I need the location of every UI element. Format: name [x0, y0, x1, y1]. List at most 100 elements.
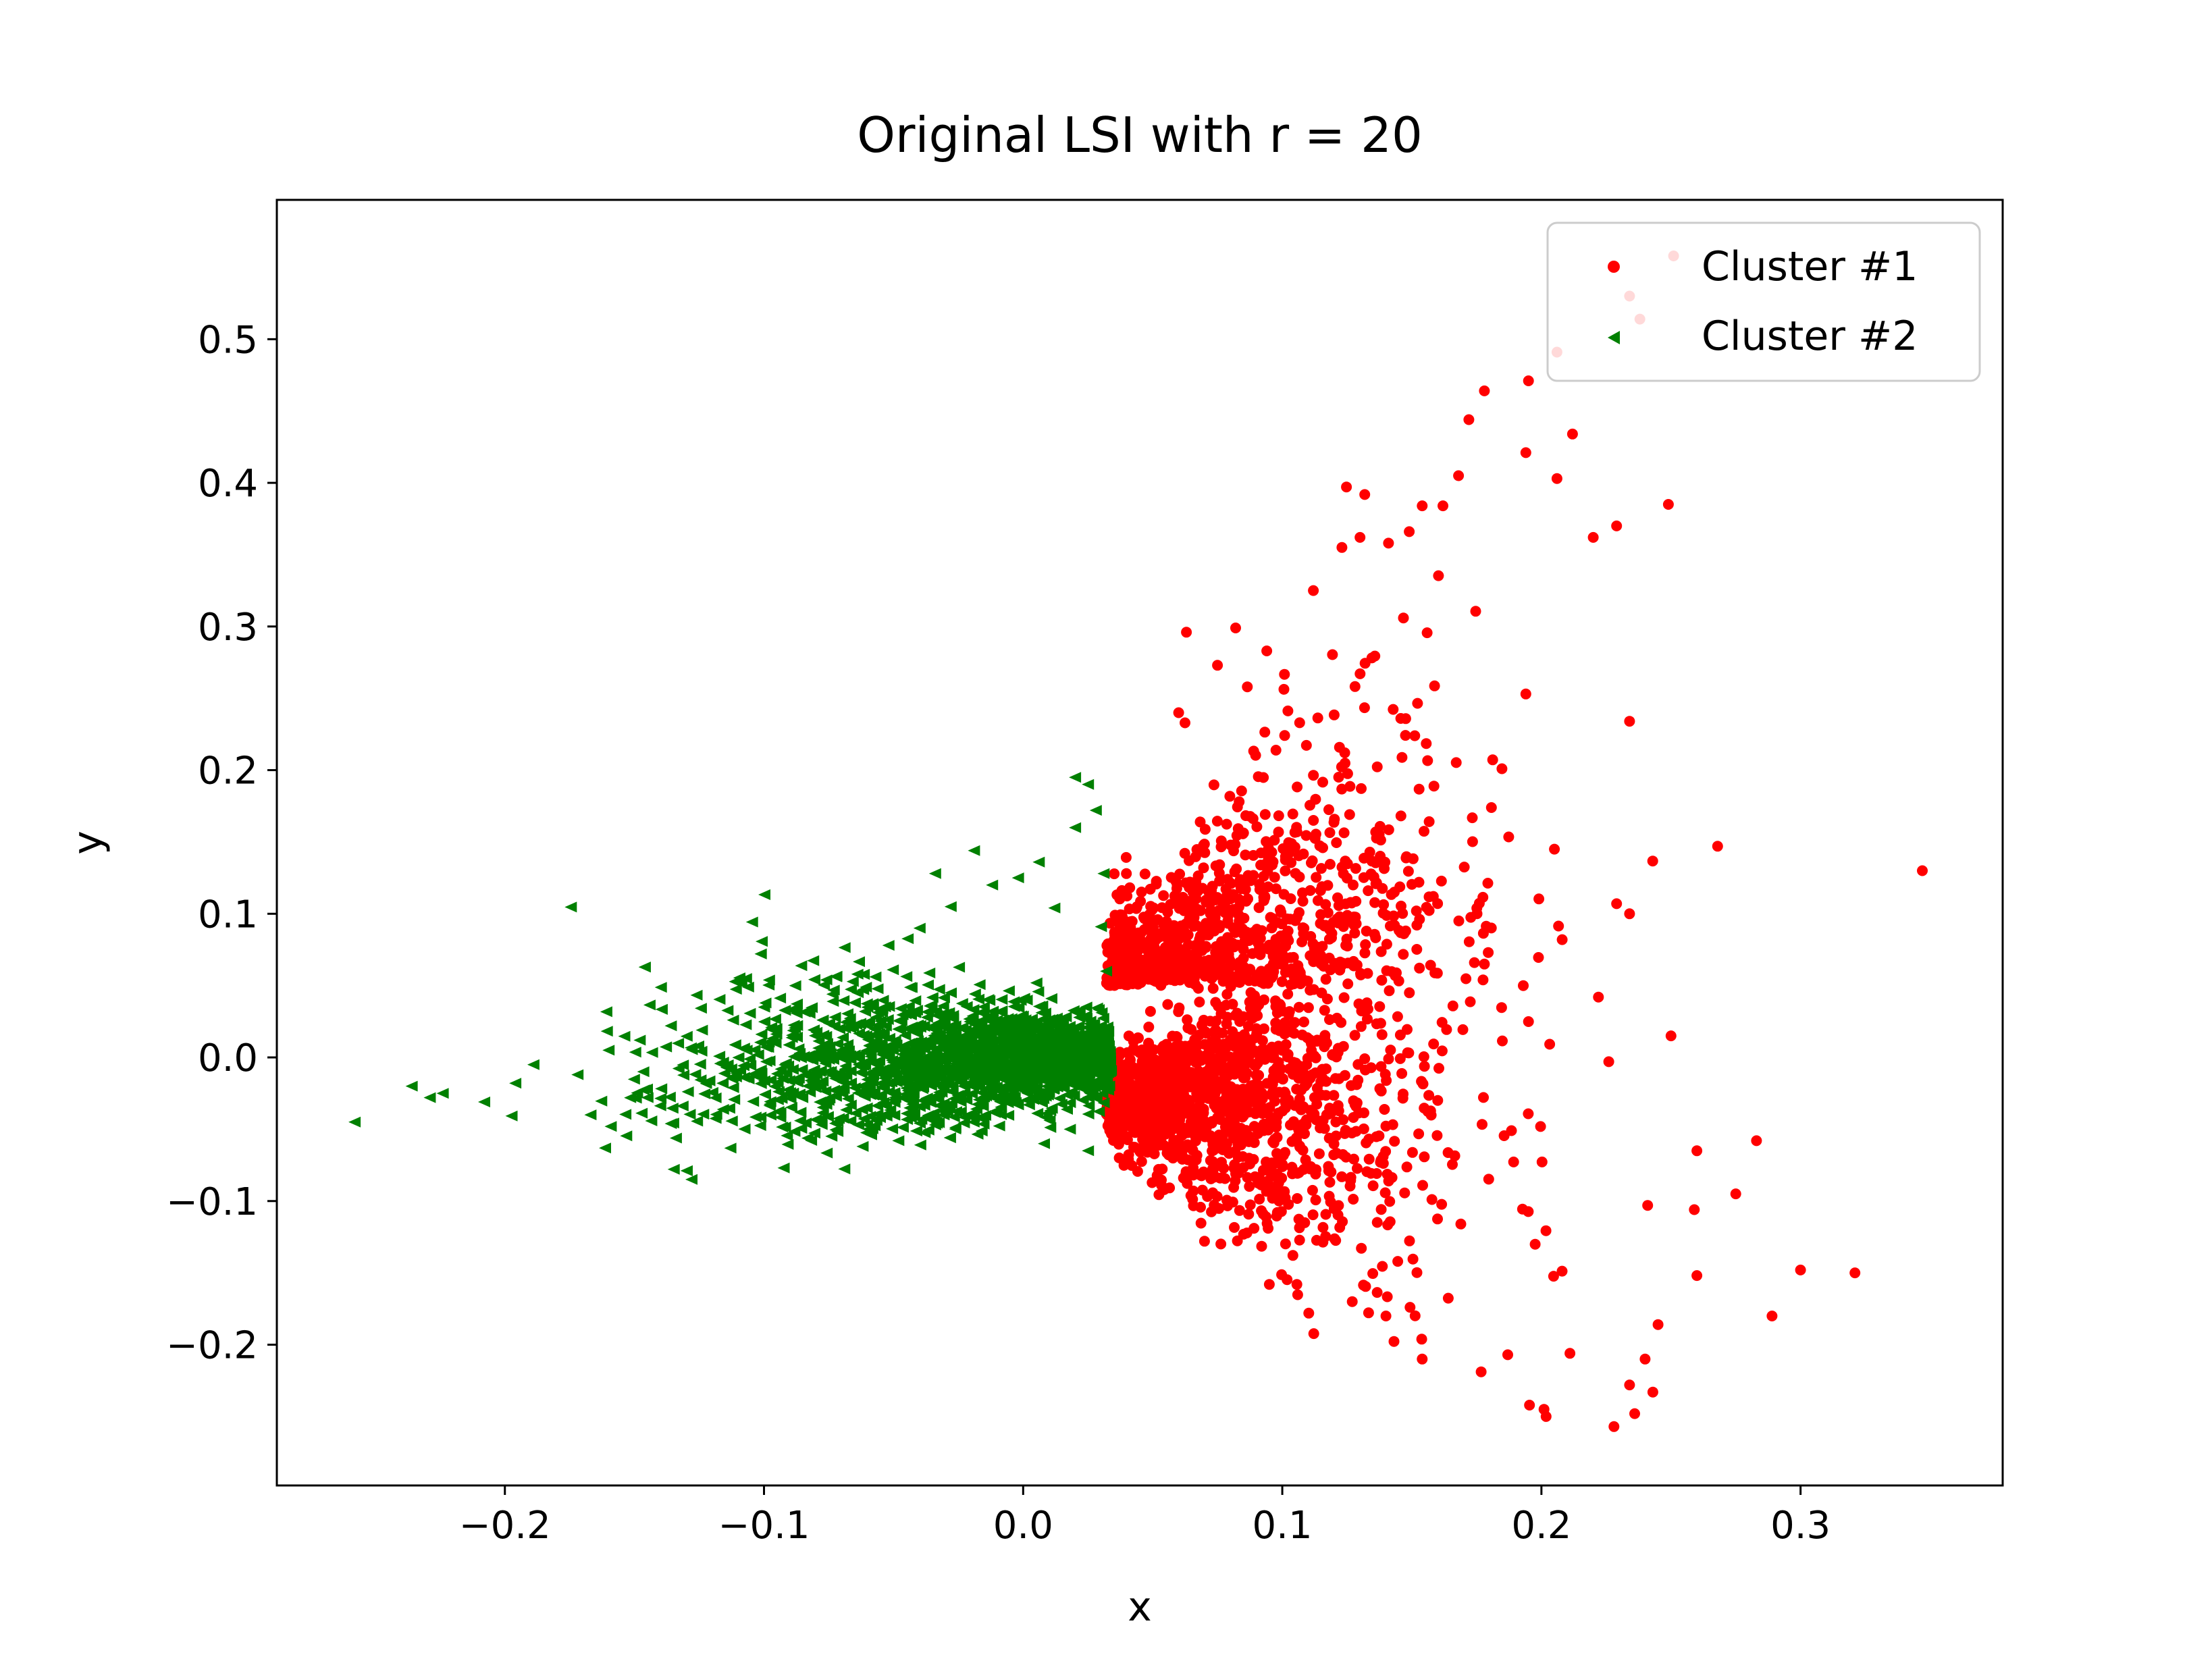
cluster-2-point [641, 1092, 654, 1103]
cluster-1-point [1329, 1073, 1341, 1084]
cluster-2-point [1040, 1060, 1053, 1072]
cluster-1-point [1364, 847, 1375, 858]
cluster-1-point [1213, 958, 1225, 970]
cluster-1-point [1398, 612, 1409, 624]
cluster-1-point [1386, 966, 1398, 977]
cluster-1-point [1205, 895, 1216, 906]
cluster-1-point [1207, 982, 1219, 994]
cluster-2-point [478, 1097, 490, 1107]
cluster-1-point [1411, 944, 1423, 955]
cluster-2-point [907, 1087, 920, 1099]
cluster-2-point [819, 1086, 832, 1097]
cluster-1-point [1196, 1055, 1207, 1066]
cluster-1-point [1155, 1123, 1167, 1134]
cluster-2-point [788, 1126, 801, 1137]
cluster-2-point [1071, 1029, 1084, 1041]
cluster-2-point [997, 1047, 1010, 1059]
cluster-1-point [1269, 835, 1280, 846]
cluster-1-point [1533, 893, 1545, 905]
cluster-2-point [774, 993, 787, 1004]
cluster-2-point [846, 976, 859, 987]
cluster-1-point [1280, 1088, 1291, 1099]
cluster-2-point [964, 1079, 976, 1090]
cluster-1-point [1224, 791, 1236, 802]
cluster-2-point [1051, 1080, 1063, 1092]
cluster-1-point [1417, 1180, 1428, 1191]
cluster-1-point [1279, 1186, 1290, 1197]
cluster-1-point [1412, 697, 1423, 709]
cluster-1-point [1144, 1069, 1156, 1080]
cluster-2-point [801, 1080, 814, 1092]
cluster-2-point [680, 1030, 693, 1042]
cluster-1-point [1211, 816, 1223, 827]
cluster-1-point [1310, 793, 1321, 805]
cluster-2-point [1092, 1049, 1105, 1061]
cluster-1-point [1326, 932, 1337, 943]
cluster-1-point [1117, 970, 1129, 981]
cluster-1-point [1349, 681, 1361, 692]
cluster-2-point [743, 1053, 756, 1065]
cluster-1-point [1261, 646, 1273, 656]
cluster-1-point [1263, 881, 1274, 893]
cluster-2-point [741, 981, 754, 993]
cluster-1-point [1344, 809, 1355, 820]
cluster-1-point [1244, 1181, 1255, 1192]
cluster-2-point [1077, 1043, 1090, 1054]
cluster-1-point [1477, 1119, 1487, 1130]
cluster-1-point [1331, 837, 1342, 848]
cluster-2-point [877, 1082, 890, 1093]
cluster-2-point [965, 1109, 978, 1121]
cluster-2-point [979, 1013, 992, 1025]
cluster-2-point [856, 1030, 869, 1041]
x-tick-label: 0.1 [1253, 1504, 1313, 1548]
cluster-1-point [1142, 1084, 1153, 1096]
cluster-2-point [914, 1117, 926, 1129]
cluster-2-point [854, 1061, 867, 1072]
cluster-1-point [1383, 824, 1394, 835]
cluster-1-point [1730, 1188, 1741, 1200]
cluster-2-point [743, 1007, 756, 1019]
cluster-2-point [924, 1097, 937, 1108]
cluster-1-point [1122, 960, 1133, 972]
cluster-2-point [664, 1020, 677, 1032]
cluster-2-point [764, 1024, 777, 1035]
cluster-1-point [1324, 1103, 1336, 1114]
cluster-2-point [838, 1054, 851, 1065]
cluster-2-point [1055, 1099, 1068, 1110]
cluster-1-point [1258, 891, 1269, 903]
cluster-1-point [1178, 1122, 1189, 1134]
cluster-2-point [932, 984, 945, 995]
cluster-1-point [1375, 1204, 1387, 1215]
cluster-1-point [1299, 1128, 1310, 1139]
cluster-1-point [1419, 1151, 1430, 1163]
cluster-2-point [900, 971, 913, 982]
cluster-1-point [1392, 1256, 1404, 1267]
cluster-1-point [1288, 1116, 1299, 1128]
cluster-1-point [1159, 1095, 1170, 1106]
cluster-1-point [1282, 989, 1294, 1000]
cluster-1-point [1224, 1147, 1236, 1158]
cluster-2-point [909, 995, 922, 1006]
cluster-2-point [799, 1069, 812, 1080]
cluster-2-point [940, 1076, 953, 1088]
cluster-1-point [1457, 1024, 1469, 1035]
cluster-2-point [822, 1053, 835, 1065]
cluster-2-point [637, 1066, 650, 1078]
cluster-1-point [1367, 1268, 1379, 1280]
cluster-1-point [1336, 1171, 1348, 1182]
y-tick-label: 0.0 [198, 1036, 258, 1080]
cluster-1-point [1274, 957, 1286, 969]
cluster-1-point [1276, 1269, 1288, 1280]
cluster-1-point [1180, 717, 1190, 729]
cluster-2-point [1011, 872, 1024, 884]
cluster-2-point [848, 1049, 861, 1061]
cluster-1-point [1374, 1001, 1386, 1012]
cluster-1-point [1299, 1080, 1311, 1092]
cluster-1-point [1195, 1201, 1206, 1213]
cluster-1-point [1429, 967, 1441, 978]
points-layer [348, 251, 1928, 1432]
cluster-1-point [1352, 1059, 1364, 1070]
cluster-1-point [1477, 928, 1489, 939]
cluster-2-point [847, 1022, 860, 1033]
cluster-2-point [962, 1054, 974, 1065]
